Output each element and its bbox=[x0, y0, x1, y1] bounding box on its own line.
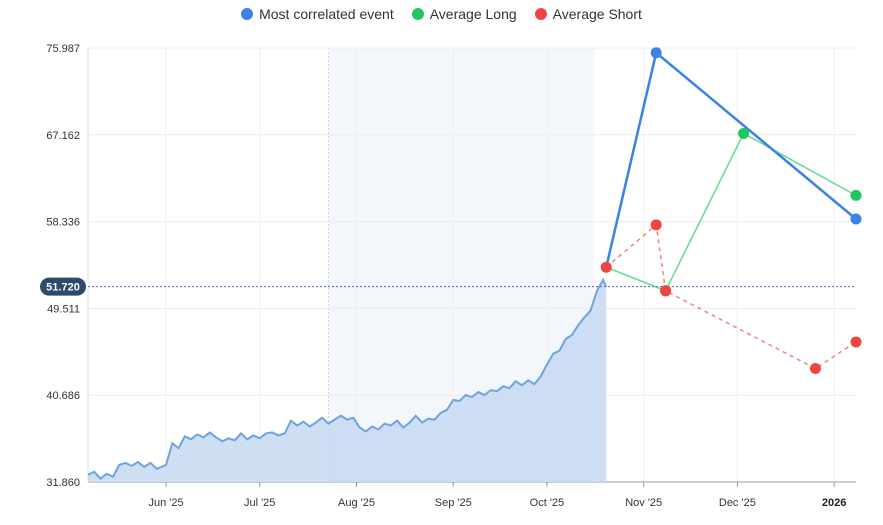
legend-marker-icon bbox=[241, 8, 254, 20]
legend-item-average-short[interactable]: Average Short bbox=[534, 6, 642, 22]
x-tick-label: Nov '25 bbox=[625, 497, 662, 509]
price-area bbox=[88, 279, 607, 482]
y-tick-label: 49.511 bbox=[47, 303, 80, 315]
y-tick-label: 31.860 bbox=[46, 477, 80, 489]
series-point-average-long[interactable] bbox=[850, 189, 862, 201]
series-point-average-short[interactable] bbox=[850, 336, 862, 348]
legend-marker-icon bbox=[411, 8, 424, 20]
legend-label: Average Long bbox=[429, 6, 517, 22]
y-tick-label: 58.336 bbox=[46, 217, 80, 229]
y-tick-label: 40.686 bbox=[46, 390, 80, 402]
x-tick-label: Aug '25 bbox=[338, 497, 375, 509]
y-tick-label: 67.162 bbox=[46, 130, 80, 142]
y-tick-label: 75.987 bbox=[46, 43, 80, 55]
series-point-most-correlated-event[interactable] bbox=[850, 213, 862, 225]
current-value-badge bbox=[40, 277, 86, 296]
legend-item-most-correlated-event[interactable]: Most correlated event bbox=[241, 6, 394, 22]
series-point-most-correlated-event[interactable] bbox=[650, 47, 662, 59]
chart-legend: Most correlated event Average Long Avera… bbox=[0, 6, 883, 22]
series-point-average-short[interactable] bbox=[809, 363, 821, 375]
x-tick-label: Jul '25 bbox=[244, 497, 275, 509]
series-point-average-long[interactable] bbox=[738, 127, 750, 139]
x-tick-label: Jun '25 bbox=[148, 497, 183, 509]
price-line bbox=[87, 277, 608, 481]
legend-marker-icon bbox=[534, 8, 547, 20]
current-value-label: 51.720 bbox=[46, 282, 80, 294]
projection-start-point[interactable] bbox=[600, 261, 612, 273]
series-line-average-long bbox=[605, 132, 857, 292]
series-point-average-short[interactable] bbox=[660, 285, 672, 297]
x-tick-label: Oct '25 bbox=[530, 497, 565, 509]
x-tick-label: Sep '25 bbox=[435, 497, 472, 509]
x-tick-label: 2026 bbox=[822, 497, 846, 509]
legend-label: Most correlated event bbox=[259, 6, 394, 22]
legend-label: Average Short bbox=[552, 6, 642, 22]
series-line-average-short bbox=[605, 223, 857, 370]
series-point-average-short[interactable] bbox=[650, 219, 662, 231]
legend-item-average-long[interactable]: Average Long bbox=[411, 6, 517, 22]
x-tick-label: Dec '25 bbox=[719, 497, 756, 509]
